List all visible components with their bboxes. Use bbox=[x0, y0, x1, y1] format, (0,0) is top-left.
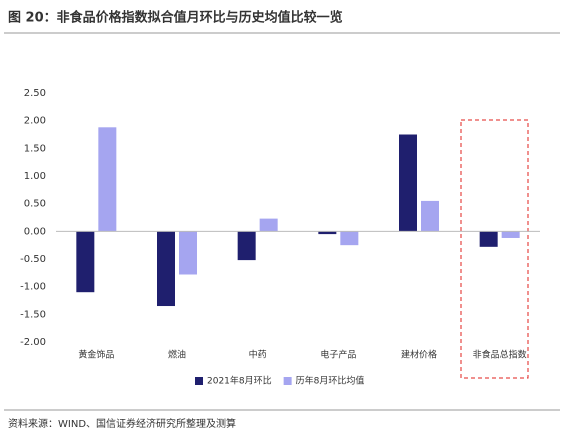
y-tick-label: 1.50 bbox=[24, 143, 46, 154]
y-tick-label: -1.50 bbox=[20, 309, 46, 320]
bar bbox=[318, 231, 337, 235]
y-tick-label: -0.50 bbox=[20, 254, 46, 265]
chart-title: 图 20：非食品价格指数拟合值月环比与历史均值比较一览 bbox=[8, 10, 343, 26]
x-tick-label: 燃油 bbox=[168, 349, 186, 361]
legend-label: 历年8月环比均值 bbox=[296, 375, 365, 387]
highlight-box bbox=[460, 119, 529, 379]
bar bbox=[237, 231, 256, 261]
legend-swatch bbox=[283, 377, 292, 385]
bar bbox=[259, 218, 278, 232]
bar bbox=[76, 231, 95, 293]
bar bbox=[421, 200, 439, 232]
x-tick-label: 中药 bbox=[249, 349, 267, 361]
y-tick-label: -2.00 bbox=[20, 337, 46, 348]
bar bbox=[340, 231, 359, 246]
y-tick-label: -1.00 bbox=[20, 282, 46, 293]
legend-swatch bbox=[195, 377, 203, 385]
bar bbox=[98, 127, 117, 232]
x-tick-label: 非食品总指数 bbox=[473, 349, 527, 361]
y-tick-label: 0.50 bbox=[24, 199, 46, 210]
bar bbox=[501, 231, 520, 238]
bar bbox=[479, 231, 498, 247]
x-tick-label: 电子产品 bbox=[320, 349, 356, 361]
y-tick-label: 2.50 bbox=[24, 88, 46, 99]
x-tick-label: 黄金饰品 bbox=[78, 349, 114, 361]
y-tick-label: 1.00 bbox=[24, 171, 46, 182]
source-note: 资料来源：WIND、国信证券经济研究所整理及测算 bbox=[8, 417, 236, 430]
y-tick-label: 2.00 bbox=[24, 116, 46, 127]
y-tick-label: 0.00 bbox=[24, 226, 46, 237]
x-tick-label: 建材价格 bbox=[401, 349, 437, 361]
bar bbox=[179, 231, 197, 275]
bar bbox=[157, 231, 175, 307]
legend-label: 2021年8月环比 bbox=[207, 375, 272, 387]
bar bbox=[399, 134, 417, 232]
